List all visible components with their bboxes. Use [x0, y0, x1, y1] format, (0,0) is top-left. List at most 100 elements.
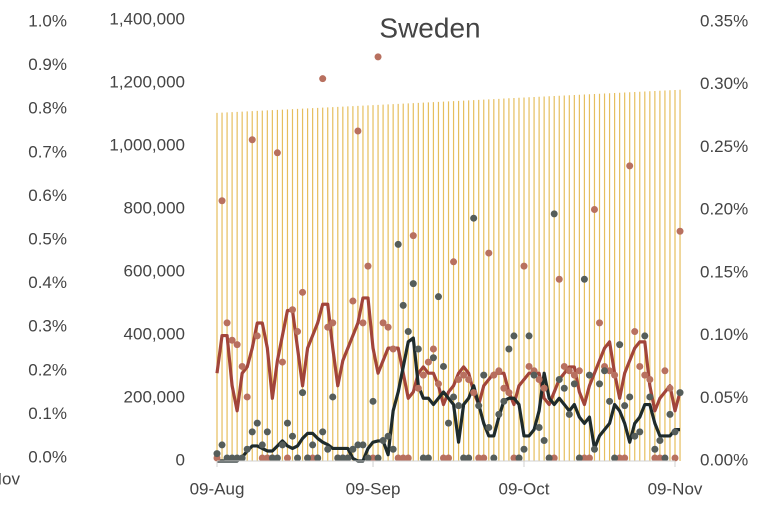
- dot: [243, 445, 251, 453]
- y3ticks-tick-label: 0.9%: [28, 55, 67, 74]
- dot: [465, 454, 473, 462]
- dot: [394, 240, 402, 248]
- dot: [666, 384, 674, 392]
- dot: [324, 445, 332, 453]
- dot: [419, 371, 427, 379]
- dot: [424, 358, 432, 366]
- dot: [460, 371, 468, 379]
- dot: [314, 454, 322, 462]
- dot: [525, 362, 533, 370]
- dot: [258, 454, 266, 462]
- y2ticks-tick-label: 0.25%: [700, 137, 748, 156]
- dot: [434, 380, 442, 388]
- dot: [394, 454, 402, 462]
- dot: [460, 454, 468, 462]
- dot: [545, 454, 553, 462]
- dot: [485, 423, 493, 431]
- dot: [616, 454, 624, 462]
- dot: [238, 362, 246, 370]
- dot: [414, 384, 422, 392]
- dot: [495, 367, 503, 375]
- y3ticks-tick-label: 0.2%: [28, 360, 67, 379]
- chart-title: Sweden: [379, 12, 480, 43]
- dot: [505, 345, 513, 353]
- dot: [268, 454, 276, 462]
- dot: [294, 454, 302, 462]
- dot: [560, 384, 568, 392]
- dot: [666, 410, 674, 418]
- y2ticks-tick-label: 0.10%: [700, 325, 748, 344]
- dot: [570, 380, 578, 388]
- dot: [299, 389, 307, 397]
- dot: [228, 336, 236, 344]
- dot: [671, 454, 679, 462]
- dot: [369, 397, 377, 405]
- dot: [475, 402, 483, 410]
- dot: [294, 328, 302, 336]
- dot: [238, 454, 246, 462]
- dot: [288, 432, 296, 440]
- y2ticks-tick-label: 0.20%: [700, 200, 748, 219]
- dot: [651, 445, 659, 453]
- dot: [329, 393, 337, 401]
- dot: [429, 345, 437, 353]
- dot: [288, 306, 296, 314]
- dot: [631, 432, 639, 440]
- yticks-tick-label: 1,000,000: [109, 135, 185, 154]
- dot: [661, 454, 669, 462]
- y3ticks-tick-label: 0.8%: [28, 99, 67, 118]
- y3ticks-tick-label: 0.7%: [28, 142, 67, 161]
- dot: [379, 437, 387, 445]
- dot: [253, 332, 261, 340]
- dot: [510, 332, 518, 340]
- dot: [339, 454, 347, 462]
- dot: [520, 262, 528, 270]
- dot: [530, 371, 538, 379]
- dot: [213, 450, 221, 458]
- dot: [626, 393, 634, 401]
- dot: [621, 454, 629, 462]
- dot: [349, 297, 357, 305]
- dot: [439, 454, 447, 462]
- dot: [590, 205, 598, 213]
- dot: [283, 419, 291, 427]
- dot: [606, 367, 614, 375]
- dot: [278, 358, 286, 366]
- dot: [510, 454, 518, 462]
- dot: [364, 454, 372, 462]
- dot: [354, 441, 362, 449]
- dot: [550, 454, 558, 462]
- dot: [354, 127, 362, 135]
- dot: [606, 397, 614, 405]
- dot: [263, 454, 271, 462]
- dot: [404, 328, 412, 336]
- x-tick-label: 09-Aug: [190, 479, 245, 498]
- dot: [374, 53, 382, 61]
- dot: [676, 227, 684, 235]
- dot: [273, 454, 281, 462]
- dot: [359, 319, 367, 327]
- dot: [359, 441, 367, 449]
- dot: [450, 393, 458, 401]
- yticks-tick-label: 0: [176, 450, 185, 469]
- y3ticks-tick-label: 0.1%: [28, 404, 67, 423]
- yticks-tick-label: 1,200,000: [109, 72, 185, 91]
- dot: [580, 275, 588, 283]
- dot: [540, 437, 548, 445]
- dot: [223, 319, 231, 327]
- dot: [585, 371, 593, 379]
- dot: [550, 210, 558, 218]
- dot: [475, 454, 483, 462]
- dot: [283, 454, 291, 462]
- y3ticks-tick-label: 0.0%: [28, 447, 67, 466]
- dot: [480, 371, 488, 379]
- dot: [399, 454, 407, 462]
- dot: [555, 275, 563, 283]
- dot: [656, 454, 664, 462]
- dot: [414, 345, 422, 353]
- yticks-tick-label: 1,400,000: [109, 9, 185, 28]
- dot: [299, 288, 307, 296]
- dot: [364, 262, 372, 270]
- dot: [455, 376, 463, 384]
- dot: [399, 301, 407, 309]
